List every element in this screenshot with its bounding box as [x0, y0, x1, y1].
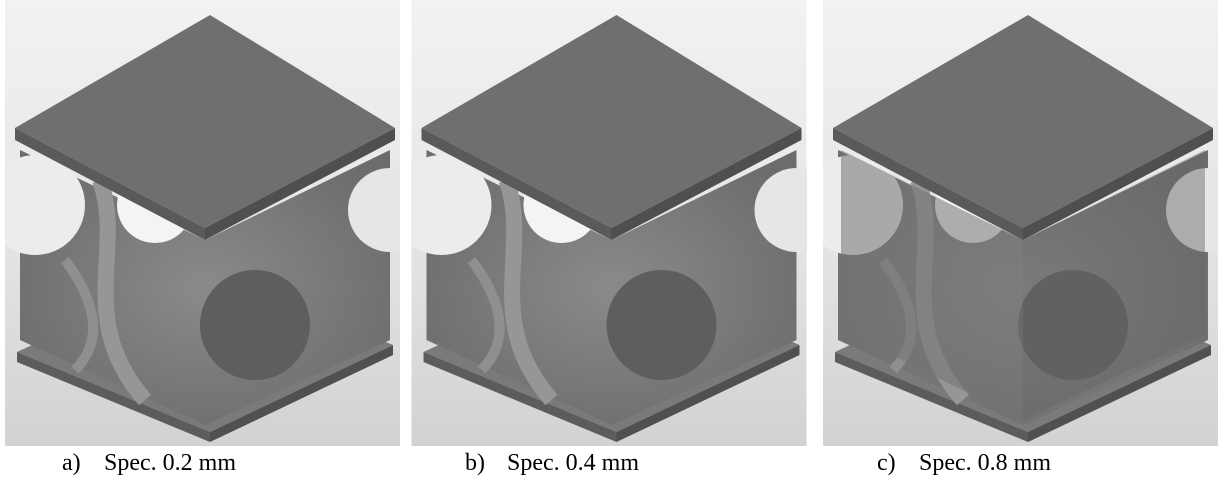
panel-label: b) — [465, 450, 507, 477]
panel-label: c) — [877, 450, 919, 477]
render-c — [823, 0, 1218, 446]
caption: a)Spec. 0.2 mm — [62, 450, 236, 477]
panel-caption: Spec. 0.4 mm — [507, 450, 639, 476]
render-a — [5, 0, 400, 446]
panel-label: a) — [62, 450, 104, 477]
panel-caption: Spec. 0.8 mm — [919, 450, 1051, 476]
figure: a)Spec. 0.2 mm b)Spec. 0.4 mm c)Spec. 0.… — [0, 0, 1225, 481]
caption: c)Spec. 0.8 mm — [877, 450, 1051, 477]
render-b — [411, 0, 807, 446]
caption: b)Spec. 0.4 mm — [465, 450, 639, 477]
panel-caption: Spec. 0.2 mm — [104, 450, 236, 476]
